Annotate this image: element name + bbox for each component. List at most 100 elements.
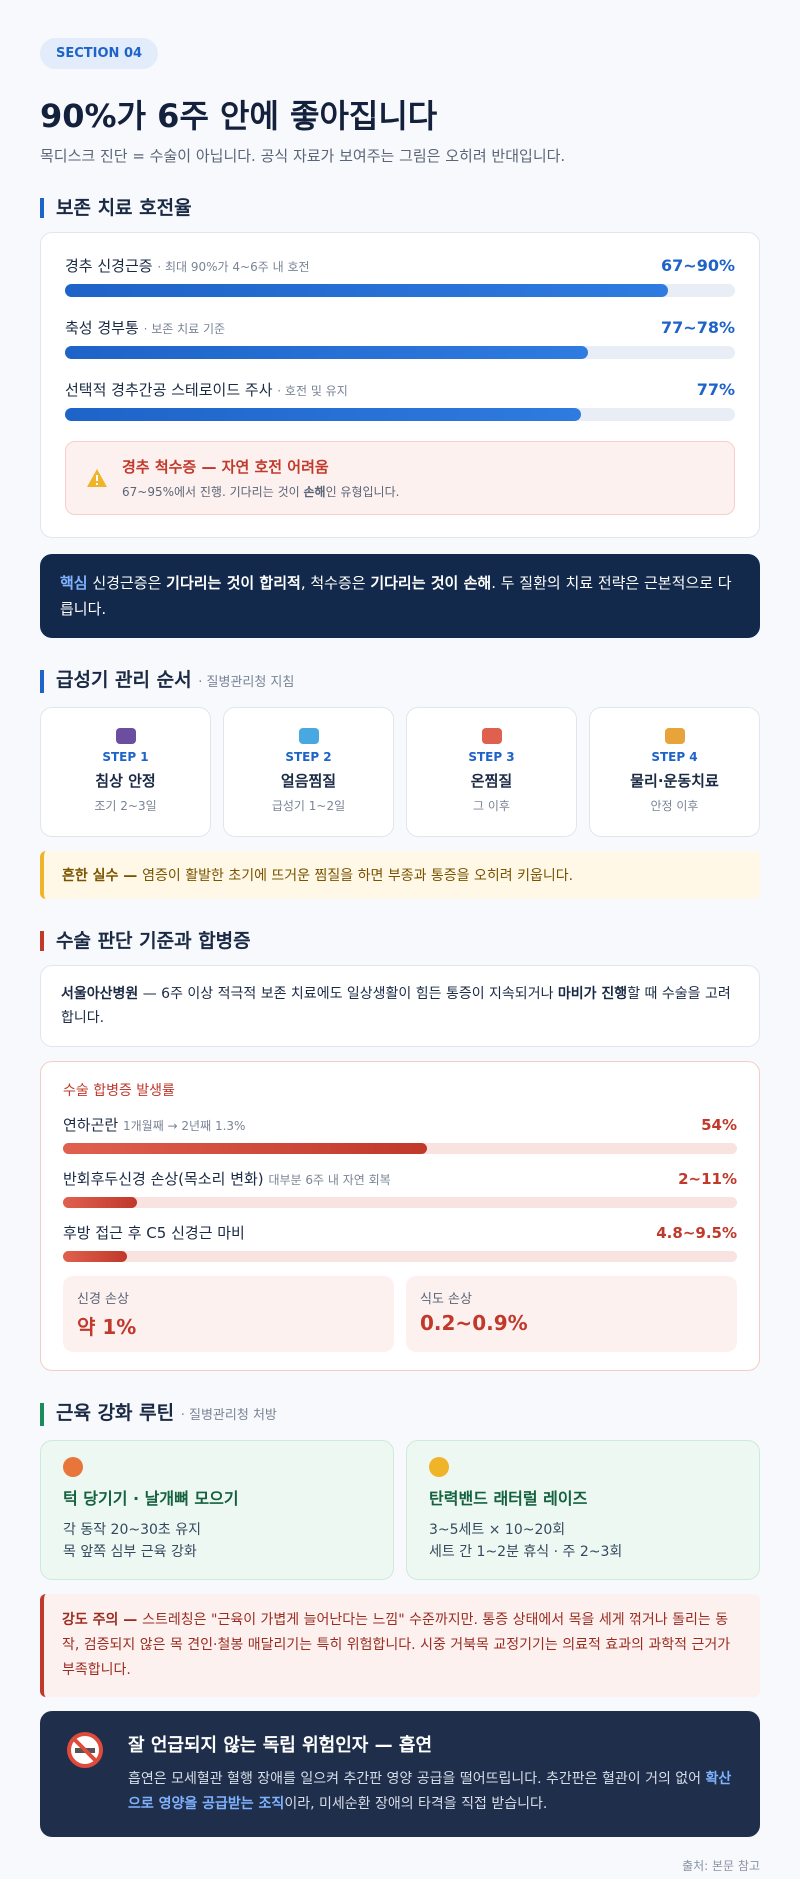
heading-text: 수술 판단 기준과 합병증: [56, 930, 251, 952]
bar-label: 연하곤란 1개월째 → 2년째 1.3%: [63, 1114, 245, 1135]
bar-value-label: 77~78%: [661, 318, 735, 337]
key-box: 핵심 신경근증은 기다리는 것이 합리적, 척수증은 기다리는 것이 손해. 두…: [40, 554, 760, 638]
bar-name: 반회후두신경 손상(목소리 변화): [63, 1170, 264, 1188]
bar-header: 반회후두신경 손상(목소리 변화) 대부분 6주 내 자연 회복 2~11%: [63, 1168, 737, 1189]
step-card: STEP 3 온찜질 그 이후: [406, 707, 577, 837]
step-card: STEP 4 물리·운동치료 안정 이후: [589, 707, 760, 837]
stats: 신경 손상 약 1% 식도 손상 0.2~0.9%: [63, 1276, 737, 1352]
bar-header: 선택적 경추간공 스테로이드 주사 · 호전 및 유지 77%: [65, 379, 735, 400]
bar-label: 경추 신경근증 · 최대 90%가 4~6주 내 호전: [65, 255, 310, 276]
key-label: 핵심: [60, 574, 88, 592]
source: 출처: 본문 참고: [682, 1859, 760, 1873]
bar-note: · 호전 및 유지: [277, 384, 348, 398]
step-desc: 안정 이후: [650, 799, 699, 813]
heading: 수술 판단 기준과 합병증: [40, 931, 760, 951]
bar-track: [63, 1251, 737, 1262]
heading-text: 근육 강화 루틴: [56, 1402, 175, 1424]
bar-value-label: 2~11%: [678, 1170, 737, 1188]
stat-value: 약 1%: [77, 1315, 137, 1339]
text: 염증이 활발한 초기에 뜨거운 찜질을 하면 부종과 통증을 오히려 키웁니다.: [142, 868, 574, 884]
rate-card: 경추 신경근증 · 최대 90%가 4~6주 내 호전 67~90% 축성 경부통 …: [40, 232, 760, 538]
step-icon: [664, 728, 685, 744]
bar-fill: [65, 346, 588, 359]
caution-label: 강도 주의 —: [62, 1612, 143, 1628]
routine-card: 턱 당기기 · 날개뼈 모으기 각 동작 20~30초 유지 목 앞쪽 심부 근육 …: [40, 1440, 394, 1580]
smoking-body: 잘 언급되지 않는 독립 위험인자 — 흡연 흡연은 모세혈관 혈행 장애를 일…: [128, 1731, 734, 1817]
bar-fill: [63, 1197, 138, 1208]
heading-text: 보존 치료 호전율: [56, 197, 192, 219]
steps: STEP 1 침상 안정 조기 2~3일 STEP 2 얼음찜질 급성기 1~2일 STEP…: [40, 707, 760, 837]
emphasis: 기다리는 것이 손해: [370, 574, 492, 592]
routine-cards: 턱 당기기 · 날개뼈 모으기 각 동작 20~30초 유지 목 앞쪽 심부 근육 …: [40, 1440, 760, 1580]
warning-title: 경추 척수증 — 자연 호전 어려움: [122, 458, 329, 476]
text: — 6주 이상 적극적 보존 치료에도 일상생활이 힘든 통증이 지속되거나: [138, 986, 558, 1002]
bar-value-label: 77%: [696, 380, 735, 399]
step-desc: 조기 2~3일: [94, 799, 157, 813]
step-icon: [115, 728, 136, 744]
text: 스트레칭은 "근육이 가볍게 늘어난다는 느낌" 수준까지만. 통증 상태에서 …: [62, 1612, 731, 1678]
stat: 식도 손상 0.2~0.9%: [406, 1276, 737, 1352]
bar-note: · 보존 치료 기준: [143, 322, 226, 336]
bar-label: 선택적 경추간공 스테로이드 주사 · 호전 및 유지: [65, 379, 348, 400]
section-label: SECTION 04: [40, 38, 159, 69]
stat-label: 신경 손상: [77, 1292, 129, 1307]
bar-track: [65, 408, 735, 421]
text: 할 때 수술을 고려합니다.: [61, 986, 731, 1026]
routine-line: 세트 간 1~2분 휴식 · 주 2~3회: [429, 1544, 623, 1560]
step-number: STEP 3: [468, 750, 515, 764]
bar-label: 반회후두신경 손상(목소리 변화) 대부분 6주 내 자연 회복: [63, 1168, 391, 1189]
text: . 두 질환의 치료 전략은 근본적으로 다릅니다.: [60, 574, 732, 618]
bar-value-label: 54%: [701, 1116, 737, 1134]
rate-list: 경추 신경근증 · 최대 90%가 4~6주 내 호전 67~90% 축성 경부통 …: [65, 255, 735, 421]
bar-note: · 최대 90%가 4~6주 내 호전: [157, 260, 310, 274]
bar-name: 후방 접근 후 C5 신경근 마비: [63, 1224, 245, 1242]
step-card: STEP 2 얼음찜질 급성기 1~2일: [223, 707, 394, 837]
text: , 척수증은: [300, 574, 371, 592]
bar-track: [63, 1143, 737, 1154]
heading-note: · 질병관리청 지침: [198, 675, 295, 690]
bar-track: [65, 346, 735, 359]
bar-note: 1개월째 → 2년째 1.3%: [122, 1119, 246, 1133]
step-number: STEP 1: [102, 750, 149, 764]
routine-line: 목 앞쪽 심부 근육 강화: [63, 1544, 197, 1560]
routine-line: 3~5세트 × 10~20회: [429, 1522, 566, 1538]
bar-name: 경추 신경근증: [65, 257, 153, 275]
emphasis: 확산으로 영양을 공급받는 조직: [128, 1771, 732, 1812]
step-name: 물리·운동치료: [630, 772, 719, 790]
bar-value-label: 4.8~9.5%: [656, 1224, 737, 1242]
smoking-box: 잘 언급되지 않는 독립 위험인자 — 흡연 흡연은 모세혈관 혈행 장애를 일…: [40, 1711, 760, 1837]
warning: 경추 척수증 — 자연 호전 어려움 67~95%에서 진행. 기다리는 것이 …: [65, 441, 735, 515]
heading: 급성기 관리 순서 · 질병관리청 지침: [40, 670, 760, 693]
complications: 수술 합병증 발생률 연하곤란 1개월째 → 2년째 1.3% 54% 반회후두신경…: [40, 1061, 760, 1371]
step-icon: [481, 728, 502, 744]
routine-title: 탄력밴드 래터럴 레이즈: [429, 1489, 588, 1508]
emphasis: 손해: [303, 485, 326, 499]
complications-title: 수술 합병증 발생률: [63, 1083, 175, 1099]
title: 90%가 6주 안에 좋아집니다: [40, 97, 438, 135]
bar-fill: [65, 284, 668, 297]
warning-body: 경추 척수증 — 자연 호전 어려움 67~95%에서 진행. 기다리는 것이 …: [122, 456, 399, 500]
bar-note: 대부분 6주 내 자연 회복: [268, 1173, 391, 1187]
tip: 흔한 실수 — 염증이 활발한 초기에 뜨거운 찜질을 하면 부종과 통증을 오…: [40, 851, 760, 899]
warning-text: 67~95%에서 진행. 기다리는 것이 손해인 유형입니다.: [122, 483, 399, 500]
routine-icon: [63, 1457, 83, 1477]
step-name: 얼음찜질: [280, 772, 337, 790]
bar-header: 연하곤란 1개월째 → 2년째 1.3% 54%: [63, 1114, 737, 1135]
step-number: STEP 2: [285, 750, 332, 764]
step-desc: 그 이후: [473, 799, 510, 813]
text: 67~95%에서 진행. 기다리는 것이: [122, 485, 304, 499]
step-icon: [298, 728, 319, 744]
bar-fill: [65, 408, 581, 421]
bar-label: 후방 접근 후 C5 신경근 마비: [63, 1222, 245, 1243]
stat-label: 식도 손상: [420, 1292, 472, 1307]
heading: 보존 치료 호전율: [40, 198, 760, 218]
routine-icon: [429, 1457, 449, 1477]
heading-text: 급성기 관리 순서: [56, 669, 192, 691]
routine-title: 턱 당기기 · 날개뼈 모으기: [63, 1489, 239, 1508]
step-card: STEP 1 침상 안정 조기 2~3일: [40, 707, 211, 837]
smoking-title: 잘 언급되지 않는 독립 위험인자 — 흡연: [128, 1735, 432, 1756]
text: 신경근증은: [87, 574, 167, 592]
heading: 근육 강화 루틴 · 질병관리청 처방: [40, 1403, 760, 1426]
